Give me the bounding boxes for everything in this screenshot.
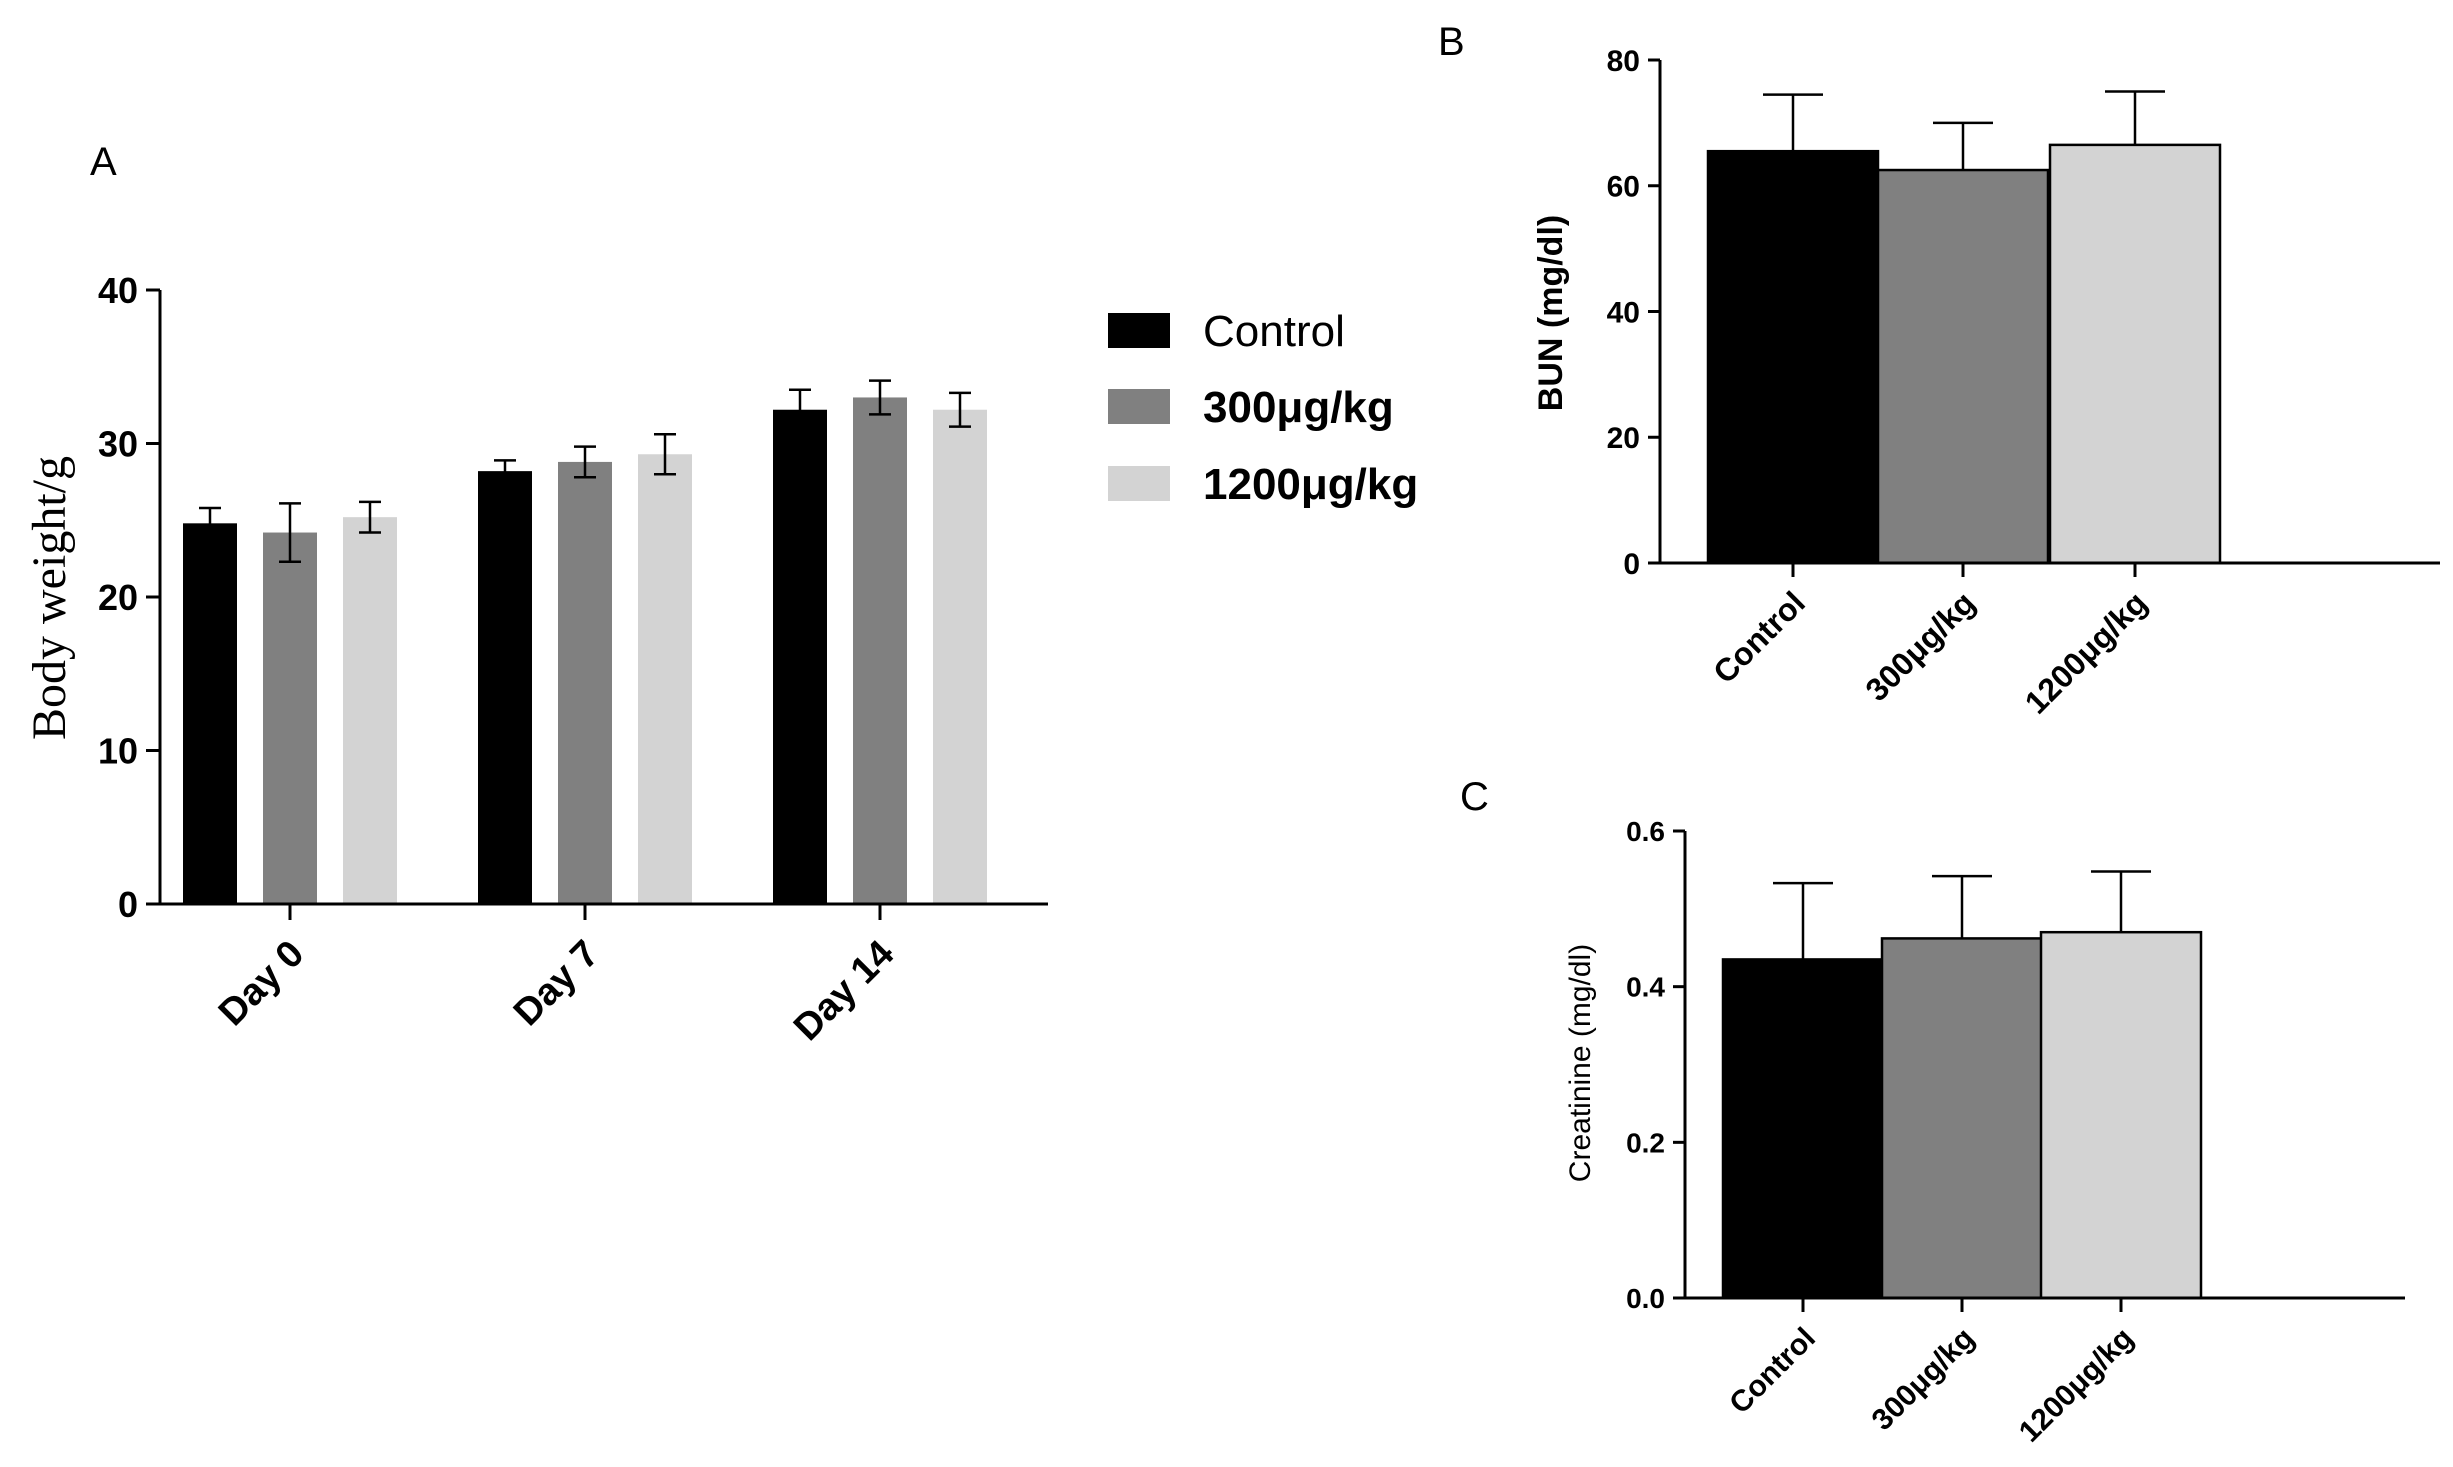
panel-a-x-tick-label: Day 0 bbox=[211, 933, 312, 1034]
panel-a-bar bbox=[638, 454, 692, 904]
panel-a-x-tick-label: Day 7 bbox=[506, 933, 607, 1034]
panel-a-bar bbox=[263, 532, 317, 904]
panel-b-bars bbox=[1706, 90, 2222, 565]
panel-a-bar bbox=[773, 409, 827, 904]
panel-b-bar bbox=[1706, 149, 1880, 565]
panel-a-bars bbox=[183, 379, 987, 904]
panel-b-bar bbox=[2048, 143, 2222, 565]
panel-c-x-tick-label: Control bbox=[1723, 1322, 1822, 1421]
panel-b-y-tick-label: 80 bbox=[1607, 45, 1640, 78]
panel-a-y-tick-label: 30 bbox=[98, 423, 138, 464]
panel-label-c: C bbox=[1460, 775, 1489, 819]
panel-c-bar bbox=[1721, 958, 1885, 1300]
legend-swatch-1200 bbox=[1108, 466, 1170, 501]
legend-label-300: 300μg/kg bbox=[1203, 383, 1394, 432]
panel-a-y-tick-label: 10 bbox=[98, 730, 138, 771]
panel-b-y-tick-label: 40 bbox=[1607, 296, 1640, 329]
panel-b-bar bbox=[1876, 168, 2050, 565]
panel-a-bar bbox=[183, 523, 237, 904]
panel-c-bars bbox=[1721, 870, 2203, 1300]
panel-a-bar bbox=[343, 517, 397, 904]
panel-b-y-tick-label: 0 bbox=[1623, 548, 1640, 581]
panel-b-x-tick-label: 300μg/kg bbox=[1858, 584, 1982, 708]
panel-c-y-tick-label: 0.2 bbox=[1626, 1127, 1665, 1158]
panel-a-legend: Control 300μg/kg 1200μg/kg bbox=[1108, 307, 1418, 509]
panel-c-bar bbox=[2039, 930, 2203, 1300]
panel-c-y-tick-label: 0.0 bbox=[1626, 1283, 1665, 1314]
panel-a-bar bbox=[478, 471, 532, 904]
panel-label-b: B bbox=[1438, 20, 1465, 64]
panel-a-y-tick-label: 0 bbox=[118, 884, 138, 925]
panel-a-y-tick-label: 40 bbox=[98, 270, 138, 311]
panel-a-y-axis-title: Body weight/g bbox=[23, 456, 76, 740]
panel-b-chart: 0 20 40 60 80 Control 300μg/kg 1200μg/kg BUN (m… bbox=[1532, 45, 2440, 721]
panel-c-y-axis-title: Creatinine (mg/dl) bbox=[1564, 944, 1597, 1182]
panel-b-y-tick-label: 20 bbox=[1607, 422, 1640, 455]
panel-c-chart: 0.0 0.2 0.4 0.6 Control 300μg/kg 1200μg/kg Cre… bbox=[1564, 816, 2405, 1449]
panel-c-x-tick-label: 300μg/kg bbox=[1866, 1322, 1981, 1437]
panel-b-x-tick-label: Control bbox=[1706, 584, 1812, 690]
panel-a-bar bbox=[558, 461, 612, 904]
legend-swatch-300 bbox=[1108, 389, 1170, 424]
panel-b-y-tick-label: 60 bbox=[1607, 171, 1640, 204]
panel-c-y-tick-label: 0.6 bbox=[1626, 816, 1665, 847]
legend-label-control: Control bbox=[1203, 307, 1345, 356]
panel-c-y-tick-label: 0.4 bbox=[1626, 972, 1665, 1003]
panel-label-a: A bbox=[90, 140, 117, 184]
panel-b-x-tick-label: 1200μg/kg bbox=[2018, 584, 2154, 720]
panel-c-bar bbox=[1880, 937, 2044, 1300]
panel-a-bar bbox=[933, 409, 987, 904]
panel-b-y-axis-title: BUN (mg/dl) bbox=[1532, 215, 1570, 411]
panel-a-x-tick-label: Day 14 bbox=[786, 933, 902, 1049]
panel-a-bar bbox=[853, 397, 907, 904]
panel-c-x-tick-label: 1200μg/kg bbox=[2013, 1322, 2140, 1449]
legend-swatch-control bbox=[1108, 313, 1170, 348]
panel-a-y-tick-label: 20 bbox=[98, 577, 138, 618]
legend-label-1200: 1200μg/kg bbox=[1203, 460, 1418, 509]
